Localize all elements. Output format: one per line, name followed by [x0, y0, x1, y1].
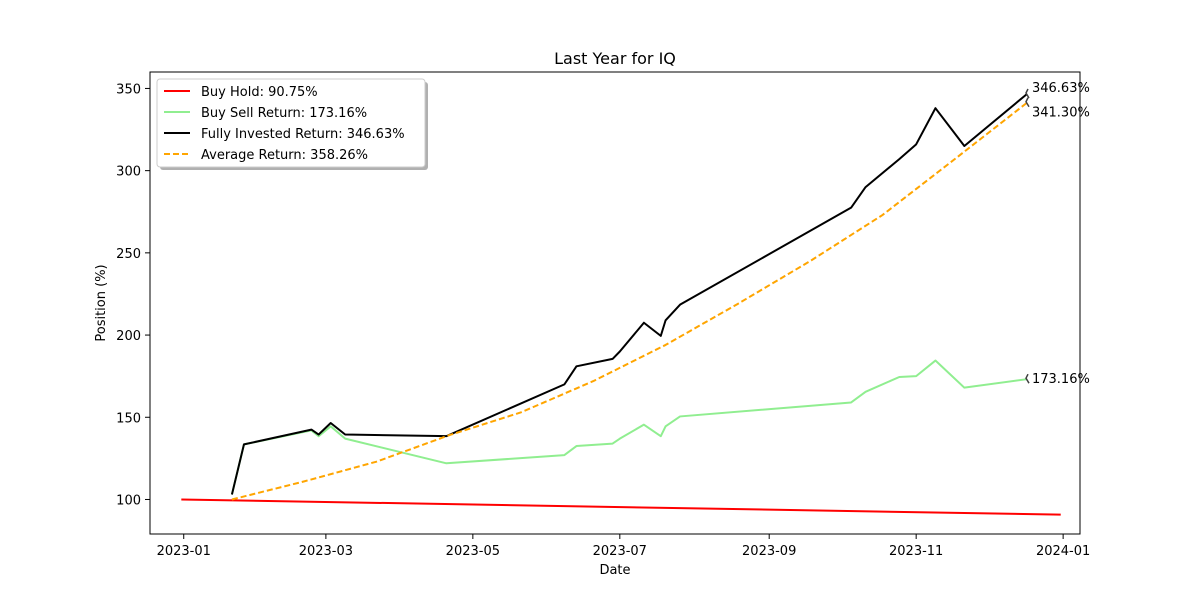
legend: Buy Hold: 90.75% Buy Sell Return: 173.16%…: [156, 78, 428, 170]
legend-entry: Average Return: 358.26%: [201, 148, 368, 163]
annotation-label: 346.63%: [1032, 81, 1090, 96]
y-axis-label: Position (%): [94, 264, 109, 341]
legend-box: [156, 78, 426, 168]
y-tick-label: 100: [116, 493, 141, 508]
annotation-label: 173.16%: [1032, 372, 1090, 387]
annotation-arrow: [1025, 97, 1030, 108]
y-tick-label: 350: [116, 82, 141, 97]
x-tick-label: 2023-01: [157, 544, 211, 559]
y-tick-label: 200: [116, 329, 141, 344]
y-tick-label: 150: [116, 411, 141, 426]
y-tick-label: 300: [116, 165, 141, 180]
x-tick-label: 2024-01: [1036, 544, 1090, 559]
legend-entry: Buy Hold: 90.75%: [201, 85, 318, 100]
x-axis-label: Date: [599, 563, 630, 578]
annotation-arrow: [1025, 88, 1030, 99]
x-tick-label: 2023-11: [889, 544, 943, 559]
annotation-arrow: [1025, 373, 1030, 384]
legend-entry: Fully Invested Return: 346.63%: [201, 127, 405, 142]
legend-entry: Buy Sell Return: 173.16%: [201, 106, 367, 121]
series-line-4: [231, 101, 1028, 501]
y-tick-label: 250: [116, 247, 141, 262]
x-tick-label: 2023-07: [593, 544, 647, 559]
x-tick-label: 2023-09: [742, 544, 796, 559]
chart-title: Last Year for IQ: [554, 49, 676, 68]
series-line-1: [181, 498, 1061, 516]
x-tick-label: 2023-05: [446, 544, 500, 559]
plot-frame: [149, 71, 1081, 535]
x-tick-label: 2023-03: [299, 544, 353, 559]
series-line-2: [230, 359, 1028, 495]
annotation-label: 341.30%: [1032, 106, 1090, 121]
series-line-3: [230, 93, 1028, 495]
